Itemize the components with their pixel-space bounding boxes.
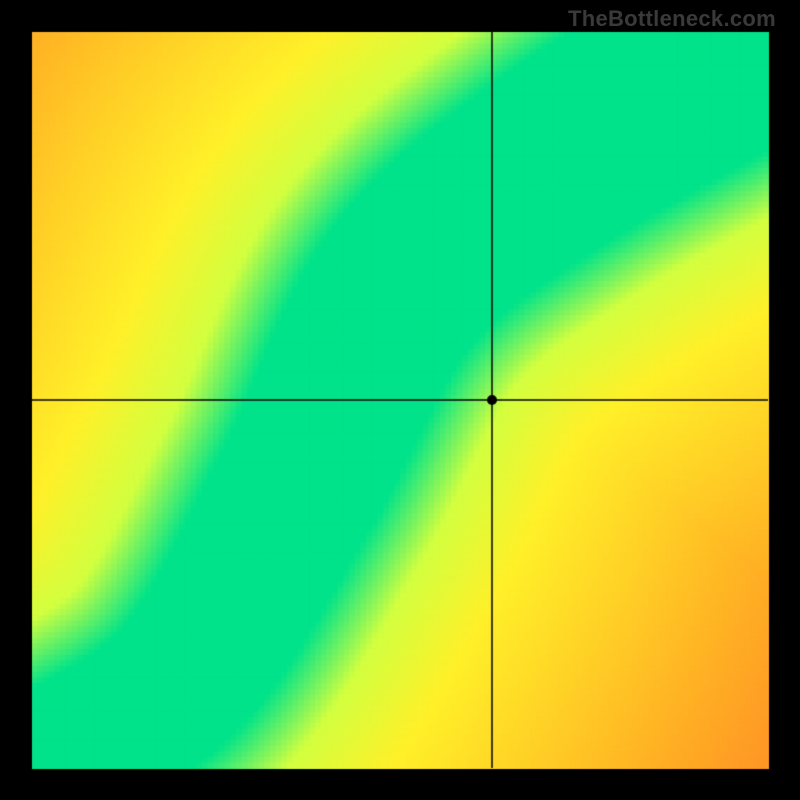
bottleneck-heatmap xyxy=(0,0,800,800)
watermark-text: TheBottleneck.com xyxy=(568,6,776,32)
